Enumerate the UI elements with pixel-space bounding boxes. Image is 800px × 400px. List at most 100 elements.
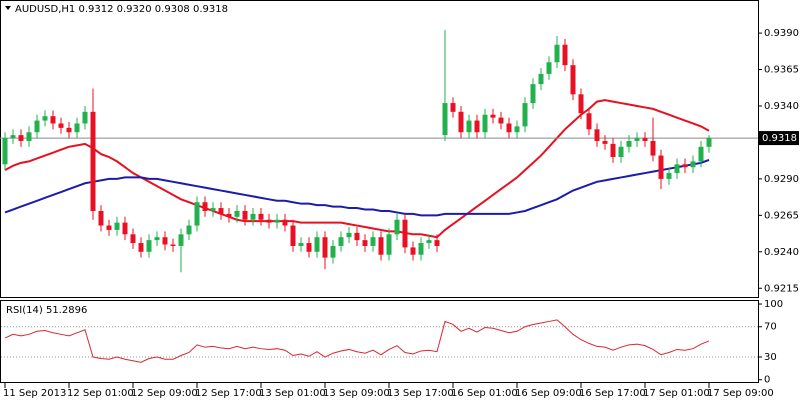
moving-average: [4, 99, 710, 239]
candle-body: [26, 132, 32, 141]
candle-body: [18, 135, 24, 141]
candle-body: [522, 103, 528, 127]
candle-body: [626, 140, 632, 147]
candle-body: [482, 114, 488, 133]
candle-body: [370, 237, 376, 246]
candle-body: [602, 140, 608, 144]
x-tick-label: 13 Sep 01:00: [259, 388, 326, 399]
indicator-y-tick-label: 70: [764, 322, 777, 333]
candle-body: [162, 237, 168, 245]
candle-body: [258, 213, 264, 220]
candle-body: [2, 138, 8, 165]
x-tick-label: 17 Sep 01:00: [643, 388, 710, 399]
indicator-y-tick-label: 30: [764, 352, 777, 363]
candle-body: [242, 210, 248, 220]
candle-body: [546, 62, 552, 74]
y-tick-label: 0.9290: [764, 174, 799, 185]
candle-body: [690, 161, 696, 168]
indicator-y-tick-label: 100: [764, 299, 783, 310]
x-tick-label: 13 Sep 17:00: [387, 388, 454, 399]
candle-body: [394, 219, 400, 235]
candle-body: [610, 143, 616, 158]
x-tick-label: 16 Sep 09:00: [515, 388, 582, 399]
candle-body: [642, 138, 648, 141]
candle-body: [210, 208, 216, 211]
candle-body: [538, 73, 544, 85]
candle-body: [442, 103, 448, 136]
candle-body: [434, 240, 440, 246]
y-tick-label: 0.9340: [764, 101, 799, 112]
x-tick-label: 12 Sep 17:00: [195, 388, 262, 399]
candle-body: [338, 237, 344, 246]
menu-arrow[interactable]: [5, 6, 11, 10]
candle-body: [226, 213, 232, 217]
candle-body: [250, 213, 256, 220]
candle-body: [594, 129, 600, 141]
candle-body: [146, 240, 152, 252]
candle-body: [554, 44, 560, 63]
candle-body: [530, 84, 536, 104]
candle-body: [458, 111, 464, 133]
candle-body: [306, 243, 312, 252]
candle-body: [170, 244, 176, 246]
candle-body: [58, 123, 64, 128]
indicator-line: [4, 319, 710, 363]
candle-body: [274, 219, 280, 223]
x-tick-label: 16 Sep 01:00: [451, 388, 518, 399]
candle-body: [74, 123, 80, 133]
candle-body: [178, 234, 184, 246]
x-tick-label: 17 Sep 09:00: [707, 388, 774, 399]
candle-body: [378, 237, 384, 255]
indicator-y-tick-label: 0: [764, 375, 770, 386]
candle-body: [402, 219, 408, 248]
y-tick-label: 0.9265: [764, 210, 799, 221]
candle-body: [674, 164, 680, 174]
candle-body: [450, 103, 456, 112]
candle-body: [202, 202, 208, 211]
candle-body: [218, 208, 224, 214]
candle-body: [666, 173, 672, 179]
candle-body: [90, 111, 96, 211]
last-price-label: 0.9318: [762, 133, 797, 144]
candle-body: [186, 225, 192, 235]
candle-body: [562, 44, 568, 66]
candle-body: [474, 120, 480, 133]
moving-average: [4, 158, 710, 217]
x-tick-label: 16 Sep 17:00: [579, 388, 646, 399]
candle-body: [82, 111, 88, 124]
candle-body: [354, 232, 360, 241]
candle-body: [98, 210, 104, 226]
candle-body: [410, 247, 416, 255]
x-tick-label: 13 Sep 09:00: [323, 388, 390, 399]
candle-body: [618, 146, 624, 158]
candle-body: [42, 116, 48, 121]
candle-body: [122, 222, 128, 235]
candle-body: [330, 245, 336, 258]
y-tick-label: 0.9240: [764, 247, 799, 258]
candle-body: [466, 120, 472, 133]
x-tick-label: 12 Sep 01:00: [67, 388, 134, 399]
candle-body: [34, 120, 40, 133]
candle-body: [634, 138, 640, 141]
candle-body: [682, 164, 688, 168]
candle-body: [282, 219, 288, 226]
indicator-title: RSI(14) 51.2896: [6, 305, 87, 316]
candle-body: [570, 65, 576, 95]
candle-body: [138, 243, 144, 252]
candle-body: [498, 117, 504, 124]
candle-body: [706, 138, 712, 147]
candle-body: [362, 240, 368, 246]
candle-body: [346, 232, 352, 238]
candle-body: [106, 225, 112, 230]
candle-body: [426, 240, 432, 244]
candle-body: [578, 94, 584, 114]
y-tick-label: 0.9215: [764, 283, 799, 294]
candle-body: [66, 127, 72, 133]
candle-body: [650, 140, 656, 156]
candle-body: [130, 234, 136, 244]
candle-body: [290, 225, 296, 246]
candle-body: [386, 234, 392, 255]
indicator-frame: [0, 300, 759, 383]
